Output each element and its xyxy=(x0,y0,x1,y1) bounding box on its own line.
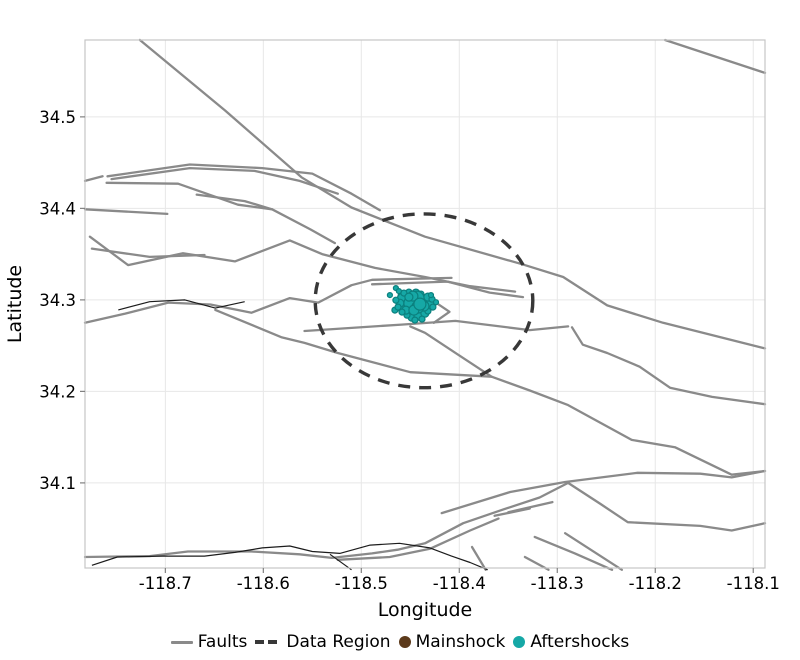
axis-tick-labels: -118.7 -118.6 -118.5 -118.4 -118.3 -118.2 -118… xyxy=(39,108,780,593)
faults-line-icon xyxy=(170,640,193,644)
x-tick-label: -118.7 xyxy=(139,574,192,593)
fault-line xyxy=(440,469,767,515)
y-tick-label: 34.2 xyxy=(39,382,76,401)
data-region-dash-icon xyxy=(255,640,281,644)
fault-line xyxy=(470,545,487,571)
fault-line xyxy=(138,38,767,350)
x-tick-label: -118.6 xyxy=(237,574,290,593)
fault-lines-layer xyxy=(83,38,767,571)
legend-label-aftershocks: Aftershocks xyxy=(530,632,630,652)
y-tick-label: 34.3 xyxy=(39,291,76,310)
x-tick-label: -118.1 xyxy=(727,574,780,593)
axis-ticks xyxy=(80,116,754,573)
legend-label-mainshock: Mainshock xyxy=(415,632,506,652)
aftershock-point xyxy=(398,308,406,316)
fault-line xyxy=(90,247,206,259)
aftershock-point xyxy=(386,292,393,299)
aftershock-point xyxy=(404,292,414,302)
x-tick-label: -118.4 xyxy=(433,574,486,593)
aftershock-point xyxy=(429,303,437,311)
y-tick-label: 34.4 xyxy=(39,199,76,218)
aftershock-point xyxy=(395,288,402,295)
fault-line xyxy=(663,38,767,75)
fault-line xyxy=(336,517,500,561)
fault-line xyxy=(110,166,339,195)
aftershock-point xyxy=(392,296,400,304)
fault-line xyxy=(83,175,104,183)
fault-line xyxy=(563,532,624,571)
plot-border xyxy=(84,39,766,569)
earthquake-points-layer xyxy=(386,285,440,324)
plot-frame xyxy=(84,39,766,569)
legend-item-aftershocks: Aftershocks xyxy=(513,632,629,652)
fault-line xyxy=(370,280,525,299)
legend: Faults Data Region Mainshock Aftershocks xyxy=(0,628,800,656)
fault-line xyxy=(303,319,570,333)
y-tick-label: 34.5 xyxy=(39,108,76,127)
aftershock-point xyxy=(413,297,427,311)
data-region-circle xyxy=(313,212,535,390)
fault-line xyxy=(533,535,614,571)
x-tick-label: -118.5 xyxy=(335,574,388,593)
fault-line xyxy=(214,308,767,476)
legend-item-mainshock: Mainshock xyxy=(398,632,506,652)
aftershocks-dot-icon xyxy=(513,636,526,648)
x-axis-label: Longitude xyxy=(378,599,473,621)
fault-line xyxy=(570,326,767,406)
mainshock-dot-icon xyxy=(398,636,411,648)
aftershock-point xyxy=(432,299,440,306)
x-tick-label: -118.2 xyxy=(629,574,682,593)
x-tick-label: -118.3 xyxy=(531,574,584,593)
fault-line xyxy=(105,181,274,211)
y-tick-label: 34.1 xyxy=(39,474,76,493)
fault-line xyxy=(83,481,570,560)
legend-item-data-region: Data Region xyxy=(255,632,391,652)
aftershock-point xyxy=(394,303,402,311)
fault-line xyxy=(106,163,382,212)
gridlines xyxy=(85,40,765,568)
aftershock-point xyxy=(418,315,426,323)
minor-line xyxy=(91,542,488,571)
legend-label-data-region: Data Region xyxy=(286,632,391,652)
fault-line xyxy=(493,507,531,517)
fault-line xyxy=(83,276,453,324)
data-region-layer xyxy=(313,212,535,390)
legend-item-faults: Faults xyxy=(170,632,248,652)
fault-line xyxy=(83,208,169,216)
fault-line xyxy=(566,481,767,532)
fault-line xyxy=(409,325,493,378)
legend-label-faults: Faults xyxy=(197,632,248,652)
minor-lines-layer xyxy=(91,299,488,571)
minor-line xyxy=(118,299,245,311)
aftershock-point xyxy=(411,316,419,324)
y-axis-label: Latitude xyxy=(4,265,26,343)
fault-line xyxy=(195,193,337,245)
minor-line xyxy=(329,553,352,571)
aftershock-point xyxy=(427,292,435,299)
